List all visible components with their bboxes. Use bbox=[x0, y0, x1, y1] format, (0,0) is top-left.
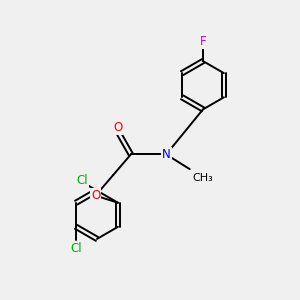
Text: O: O bbox=[113, 121, 122, 134]
Text: O: O bbox=[91, 189, 100, 202]
Text: CH₃: CH₃ bbox=[192, 173, 213, 183]
Text: F: F bbox=[200, 35, 206, 48]
Text: Cl: Cl bbox=[70, 242, 82, 255]
Text: N: N bbox=[162, 148, 171, 161]
Text: Cl: Cl bbox=[77, 174, 88, 187]
